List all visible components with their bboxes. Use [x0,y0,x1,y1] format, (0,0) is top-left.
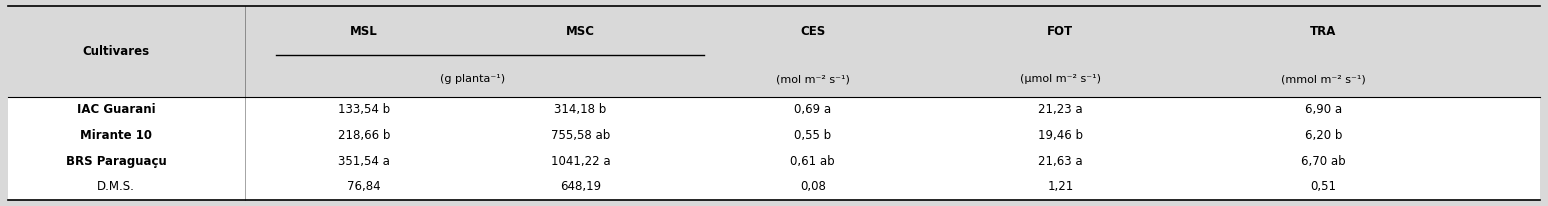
Text: 21,63 a: 21,63 a [1039,155,1082,168]
Text: 314,18 b: 314,18 b [554,103,607,116]
Bar [8,6,1540,97]
Text: MSL: MSL [350,25,378,38]
Text: 218,66 b: 218,66 b [337,129,390,142]
Text: TRA: TRA [1310,25,1337,38]
Bar [8,97,1540,200]
Text: CES: CES [800,25,825,38]
Text: 0,69 a: 0,69 a [794,103,831,116]
Text: (mol m⁻² s⁻¹): (mol m⁻² s⁻¹) [776,74,850,84]
Text: D.M.S.: D.M.S. [98,180,135,193]
Text: (mmol m⁻² s⁻¹): (mmol m⁻² s⁻¹) [1282,74,1365,84]
Text: (g planta⁻¹): (g planta⁻¹) [440,74,505,84]
Text: IAC Guarani: IAC Guarani [77,103,155,116]
Text: 0,08: 0,08 [800,180,825,193]
Text: 755,58 ab: 755,58 ab [551,129,610,142]
Text: 6,70 ab: 6,70 ab [1302,155,1345,168]
Text: 19,46 b: 19,46 b [1037,129,1084,142]
Text: Cultivares: Cultivares [82,45,150,58]
Text: FOT: FOT [1048,25,1073,38]
Text: MSC: MSC [567,25,594,38]
Text: 133,54 b: 133,54 b [337,103,390,116]
Text: (µmol m⁻² s⁻¹): (µmol m⁻² s⁻¹) [1020,74,1101,84]
Text: Mirante 10: Mirante 10 [80,129,152,142]
Text: 1,21: 1,21 [1048,180,1073,193]
Text: 6,90 a: 6,90 a [1305,103,1342,116]
Text: 0,55 b: 0,55 b [794,129,831,142]
Text: 648,19: 648,19 [560,180,601,193]
Text: 0,51: 0,51 [1311,180,1336,193]
Text: BRS Paraguaçu: BRS Paraguaçu [65,155,167,168]
Text: 21,23 a: 21,23 a [1039,103,1082,116]
Text: 6,20 b: 6,20 b [1305,129,1342,142]
Text: 76,84: 76,84 [347,180,381,193]
Text: 0,61 ab: 0,61 ab [791,155,834,168]
Text: 351,54 a: 351,54 a [337,155,390,168]
Text: 1041,22 a: 1041,22 a [551,155,610,168]
